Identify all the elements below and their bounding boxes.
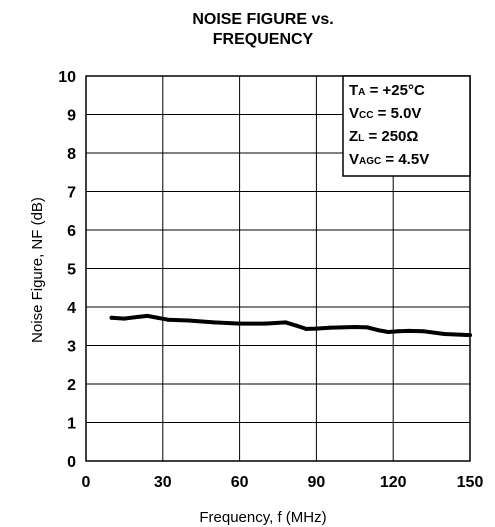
x-tick-label: 120 — [380, 474, 407, 491]
y-tick-label: 7 — [67, 185, 76, 202]
plot-frame — [85, 75, 471, 462]
data-point — [396, 329, 401, 334]
y-tick-label: 9 — [67, 108, 76, 125]
data-point — [109, 315, 114, 320]
annotation-box: TA = +25°C VCC = 5.0V ZL = 250Ω VAGC = 4.5V — [342, 75, 471, 177]
data-point — [327, 325, 332, 330]
y-tick-label: 4 — [67, 300, 76, 317]
y-tick-label: 1 — [67, 416, 76, 433]
x-tick-label: 150 — [457, 474, 484, 491]
data-point — [406, 328, 411, 333]
y-tick-label: 10 — [58, 69, 76, 86]
x-tick-label: 90 — [308, 474, 326, 491]
data-point — [212, 320, 216, 325]
annotation-line: TA = +25°C — [349, 82, 425, 99]
data-point — [468, 333, 472, 338]
y-tick-label: 3 — [67, 339, 76, 356]
annotation-frame — [342, 75, 471, 177]
data-point — [421, 329, 426, 334]
data-point — [122, 316, 127, 321]
data-point — [375, 328, 380, 333]
data-point — [283, 320, 288, 325]
data-point — [365, 325, 370, 330]
y-tick-label: 8 — [67, 146, 76, 163]
data-point — [165, 317, 170, 322]
x-axis-label: Frequency, f (MHz) — [199, 509, 326, 526]
y-tick-label: 6 — [67, 223, 76, 240]
series-line — [109, 313, 472, 338]
series-group — [109, 313, 472, 338]
x-tick-label: 60 — [231, 474, 249, 491]
y-axis-label: Noise Figure, NF (dB) — [29, 197, 46, 343]
y-tick-label: 2 — [67, 377, 76, 394]
chart-title-line-2: FREQUENCY — [213, 31, 314, 48]
annotation-line: VAGC = 4.5V — [349, 151, 429, 168]
data-point — [186, 318, 191, 323]
data-point — [293, 323, 298, 328]
data-point — [155, 315, 160, 320]
data-point — [304, 326, 309, 331]
x-tick-label: 30 — [154, 474, 172, 491]
x-tick-label: 0 — [82, 474, 91, 491]
data-point — [135, 315, 140, 320]
annotation-line: ZL = 250Ω — [349, 128, 418, 145]
y-tick-label: 5 — [67, 262, 76, 279]
data-point — [237, 321, 242, 326]
data-point — [340, 325, 344, 330]
data-point — [145, 313, 150, 318]
data-point — [386, 330, 391, 335]
chart-title-line-1: NOISE FIGURE vs. — [192, 11, 333, 28]
tick-labels: 0 30 60 90 120 150 0 1 2 3 4 5 6 7 8 9 10 — [58, 69, 483, 491]
data-point — [442, 331, 447, 336]
data-point — [263, 321, 268, 326]
annotation-line: VCC = 5.0V — [349, 105, 421, 122]
y-tick-label: 0 — [67, 454, 76, 471]
data-point — [352, 325, 357, 330]
data-point — [314, 326, 319, 331]
